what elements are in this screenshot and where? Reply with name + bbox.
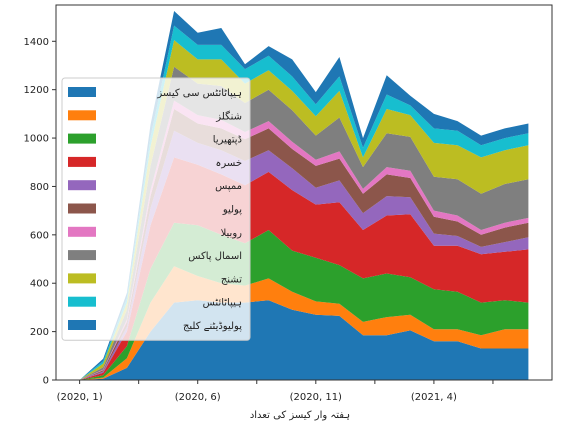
legend-swatch (68, 226, 96, 237)
legend-swatch (68, 250, 96, 261)
legend-label: اسمال پاکس (188, 251, 242, 262)
x-tick-label: (2020, 1) (57, 392, 103, 403)
legend-swatch (68, 180, 96, 191)
x-axis: (2020, 1) (2020, 6) (2020, 11) (2021, 4) (57, 380, 494, 403)
legend-swatch (68, 110, 96, 121)
x-tick-label: (2021, 4) (411, 392, 457, 403)
area-series-5 (79, 109, 529, 380)
y-tick-label: 800 (30, 182, 49, 193)
legend-label: پولیوڈیٹنے کلیج (183, 321, 242, 332)
legend-label: روبیلا (221, 228, 243, 239)
y-tick-label: 1000 (24, 134, 49, 145)
legend-swatch (68, 87, 96, 97)
x-axis-title: ہفتہ وار کیسز کی تعداد (250, 410, 350, 421)
x-axis-label: ہفتہ وار کیسز کی تعداد (250, 410, 350, 421)
legend-swatch (68, 156, 96, 167)
legend-swatch (68, 296, 96, 307)
legend-swatch (68, 320, 96, 330)
y-tick-label: 1200 (24, 85, 49, 96)
area-series-4 (79, 130, 529, 380)
area-series-6 (79, 100, 529, 380)
legend-swatch (68, 273, 96, 284)
x-tick-label: (2020, 11) (290, 392, 342, 403)
y-axis: 0 200 400 600 800 1000 1200 1400 (24, 37, 56, 387)
legend-swatch (68, 133, 96, 144)
legend-label: تشنج (221, 274, 242, 285)
y-tick-label: 400 (30, 279, 49, 290)
legend-label: ہیپاٹائٹس سی کیسز (156, 88, 242, 99)
area-series-7 (79, 66, 529, 380)
area-series-8 (79, 40, 529, 380)
legend-label: ہیپاٹائٹس (203, 298, 242, 309)
y-tick-label: 600 (30, 230, 49, 241)
y-tick-label: 200 (30, 327, 49, 338)
x-tick-label: (2020, 6) (175, 392, 221, 403)
legend-label: پولیو (222, 205, 242, 216)
legend-swatch (68, 203, 96, 214)
area-series-10 (79, 11, 529, 380)
legend-label: شنگلز (215, 110, 242, 122)
legend-label: ڈپتھیریا (213, 135, 242, 146)
plot-frame (55, 4, 553, 381)
y-tick-label: 1400 (24, 37, 49, 48)
y-tick-label: 0 (43, 376, 49, 387)
legend-box (61, 77, 251, 341)
legend: ہیپاٹائٹس سی کیسز شنگلز ڈپتھیریا خسرہ ممپس پو… (61, 77, 251, 341)
area-series-9 (79, 25, 529, 380)
legend-label: خسرہ (216, 158, 242, 169)
legend-label: ممپس (215, 181, 242, 192)
